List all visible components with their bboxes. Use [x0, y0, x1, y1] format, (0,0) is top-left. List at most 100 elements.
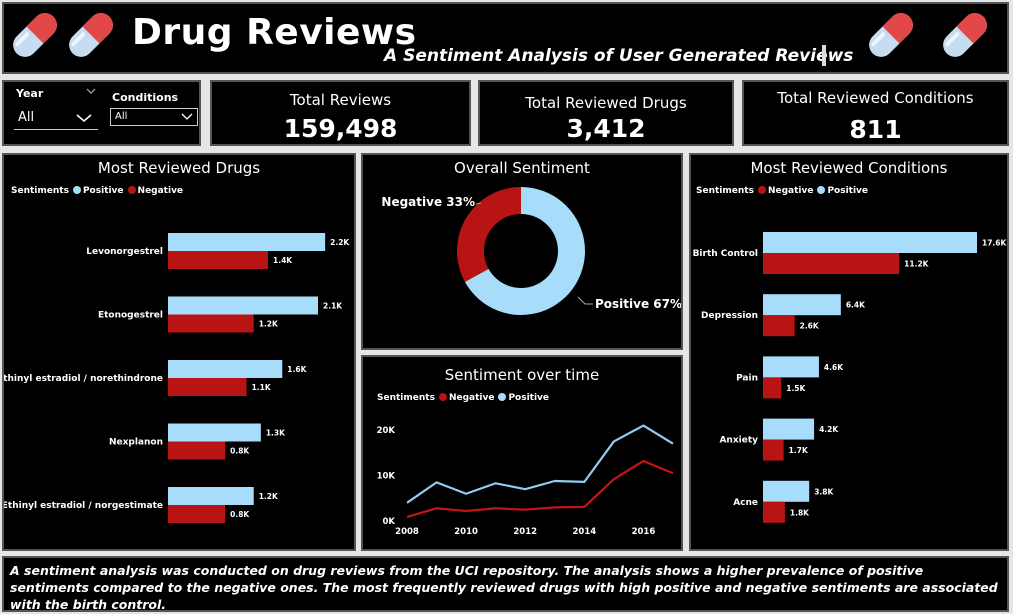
- sentiment-over-time-panel: Sentiment over time Sentiments Negative Po…: [361, 355, 683, 551]
- data-label: 0.8K: [230, 447, 250, 456]
- chart-legend: Sentiments Positive Negative: [11, 186, 183, 196]
- kpi-label: Total Reviewed Conditions: [777, 89, 974, 107]
- data-label: 11.2K: [904, 260, 930, 269]
- chevron-down-icon: [86, 88, 96, 94]
- category-label: Etonogestrel: [98, 311, 163, 321]
- category-label: Ethinyl estradiol / norethindrone: [4, 374, 163, 384]
- legend-title: Sentiments: [696, 186, 754, 196]
- x-tick-label: 2014: [572, 527, 596, 537]
- chart-title: Most Reviewed Drugs: [97, 159, 261, 177]
- kpi-total-conditions: Total Reviewed Conditions 811: [742, 80, 1009, 146]
- bar-positive: [763, 480, 810, 502]
- data-label: 1.3K: [266, 429, 286, 438]
- category-label: Ethinyl estradiol / norgestimate: [4, 501, 163, 511]
- kpi-value: 3,412: [566, 114, 646, 143]
- pill-capsule-icon: [869, 13, 913, 57]
- most-reviewed-drugs-panel: Most Reviewed Drugs Sentiments Positive Ne…: [2, 153, 356, 551]
- summary-text: A sentiment analysis was conducted on dr…: [10, 563, 998, 612]
- slice-positive: [464, 187, 585, 315]
- legend-dot-positive: [817, 186, 826, 194]
- data-label: 1.2K: [259, 320, 279, 329]
- category-label: Acne: [733, 498, 758, 508]
- legend-item: Negative: [448, 393, 495, 403]
- dashboard-subtitle: A Sentiment Analysis of User Generated R…: [384, 46, 854, 66]
- y-tick-label: 0K: [382, 517, 395, 527]
- kpi-total-drugs: Total Reviewed Drugs 3,412: [478, 80, 734, 146]
- bar-negative: [763, 501, 785, 523]
- leader-line: [577, 296, 593, 305]
- text-cursor: [822, 45, 826, 66]
- bar-positive: [763, 356, 819, 378]
- bar-negative: [168, 505, 226, 523]
- bar-negative: [763, 439, 784, 461]
- bar-positive: [168, 296, 318, 315]
- legend-item: Negative: [137, 186, 184, 196]
- data-label: 2.6K: [800, 322, 820, 331]
- data-label: 6.4K: [846, 301, 866, 310]
- legend-item: Positive: [827, 186, 869, 196]
- kpi-value: 159,498: [283, 114, 398, 143]
- series-line-negative: [406, 459, 674, 518]
- kpi-label: Total Reviewed Drugs: [525, 94, 687, 112]
- bar-negative: [168, 251, 268, 269]
- bar-positive: [168, 360, 283, 378]
- summary-panel: [2, 556, 1009, 612]
- slice-negative: [457, 187, 521, 282]
- category-label: Pain: [736, 373, 758, 383]
- header-banner: [2, 2, 1009, 74]
- overall-sentiment-panel: Overall Sentiment Positive 67% Negative 3…: [361, 153, 683, 350]
- category-label: Nexplanon: [109, 438, 163, 448]
- bar-negative: [168, 441, 226, 460]
- data-label: 1.7K: [789, 446, 809, 455]
- filter-panel: Year All Conditions All: [2, 80, 201, 146]
- bar-positive: [168, 233, 326, 251]
- bar-positive: [763, 418, 815, 440]
- most-reviewed-conditions-panel: Most Reviewed Conditions Sentiments Negat…: [689, 153, 1009, 551]
- chart-title: Most Reviewed Conditions: [750, 159, 948, 177]
- chevron-down-icon: [181, 113, 193, 120]
- data-label: 1.6K: [287, 365, 307, 374]
- x-tick-label: 2012: [513, 527, 537, 537]
- data-label: 3.8K: [814, 487, 834, 496]
- bar-positive: [763, 294, 841, 316]
- data-label: 1.8K: [790, 508, 810, 517]
- legend-title: Sentiments: [377, 393, 435, 403]
- y-tick-label: 20K: [377, 426, 396, 436]
- data-label: 4.2K: [819, 425, 839, 434]
- year-dropdown-value: All: [18, 110, 35, 125]
- data-label: 4.6K: [824, 363, 844, 372]
- category-label: Anxiety: [719, 436, 758, 446]
- legend-title: Sentiments: [11, 186, 69, 196]
- category-label: Depression: [701, 311, 758, 321]
- year-dropdown[interactable]: All: [14, 106, 98, 130]
- chart-legend: Sentiments Negative Positive: [696, 186, 868, 196]
- bar-positive: [168, 423, 261, 442]
- kpi-total-reviews: Total Reviews 159,498: [210, 80, 471, 146]
- data-label: 17.6K: [982, 239, 1007, 248]
- pill-capsule-icon: [13, 13, 57, 57]
- category-label: Levonorgestrel: [86, 247, 163, 257]
- kpi-label: Total Reviews: [289, 91, 392, 109]
- leader-line: [475, 202, 482, 205]
- bar-negative: [763, 315, 795, 337]
- conditions-bar-chart: 17.6K 11.2K Birth Control 6.4K 2.6K Depressio…: [693, 232, 1007, 523]
- data-label: 2.2K: [330, 238, 350, 247]
- data-label: 0.8K: [230, 510, 250, 519]
- bar-negative: [763, 377, 782, 399]
- data-label: 1.5K: [786, 384, 806, 393]
- legend-dot-negative: [438, 393, 447, 401]
- legend-dot-negative: [757, 186, 766, 194]
- conditions-dropdown[interactable]: All: [110, 108, 198, 126]
- series-line-positive: [406, 424, 674, 504]
- data-label: 1.4K: [273, 256, 293, 265]
- bar-negative: [168, 314, 254, 333]
- x-tick-label: 2008: [395, 527, 419, 537]
- data-label: 1.1K: [252, 383, 272, 392]
- pill-capsule-icon: [943, 13, 987, 57]
- slice-label: Positive 67%: [595, 297, 681, 311]
- legend-item: Negative: [767, 186, 814, 196]
- legend-dot-negative: [127, 186, 136, 194]
- legend-dot-positive: [72, 186, 81, 194]
- x-tick-label: 2010: [454, 527, 478, 537]
- x-tick-label: 2016: [632, 527, 656, 537]
